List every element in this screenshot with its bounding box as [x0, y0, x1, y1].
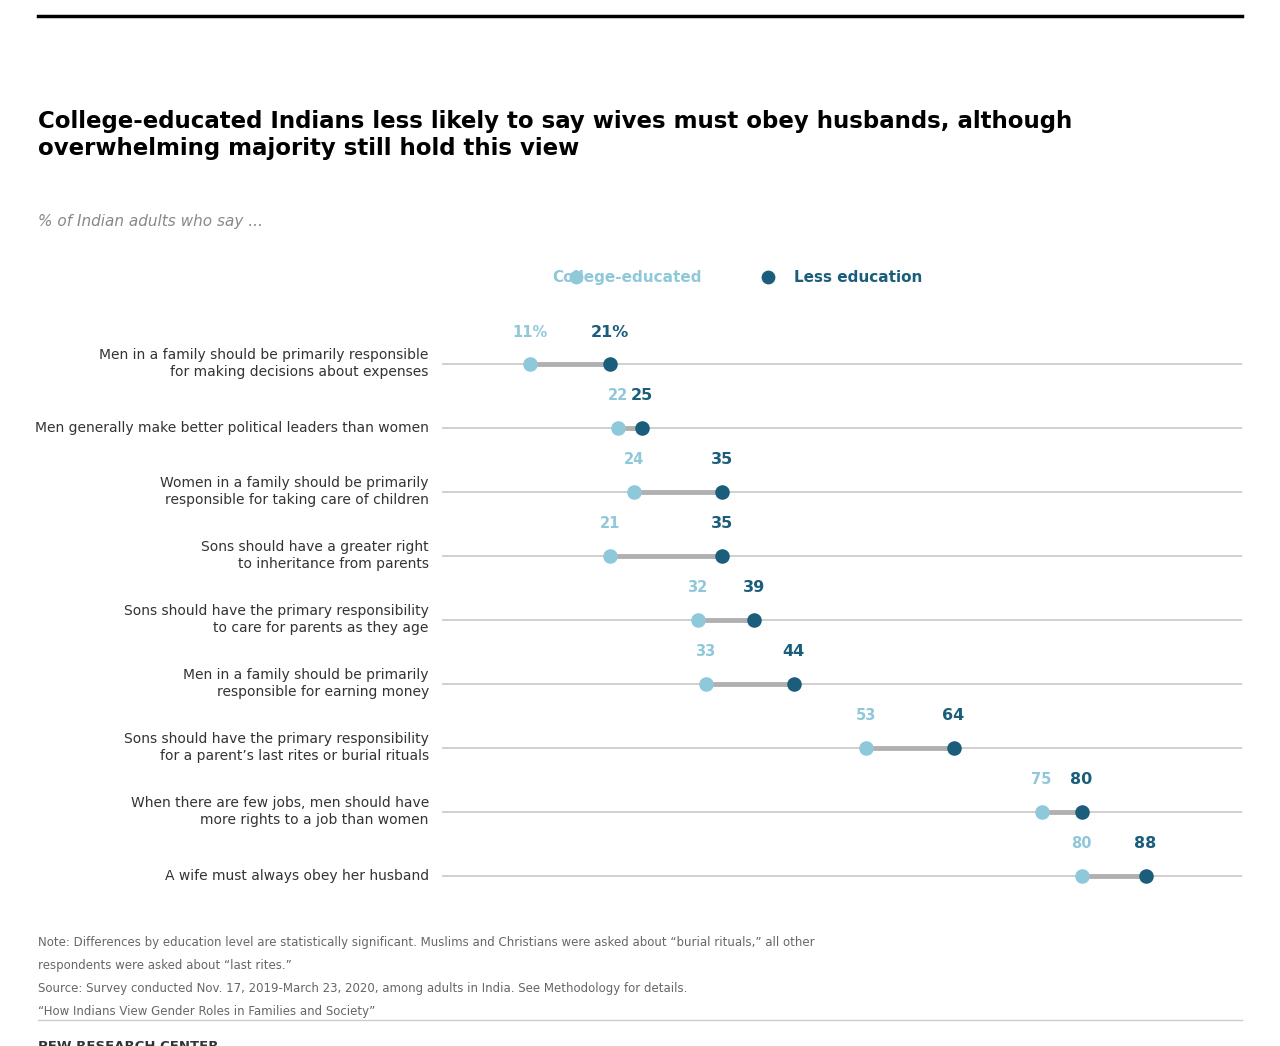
Text: 24: 24 [623, 453, 644, 468]
Text: % of Indian adults who say ...: % of Indian adults who say ... [38, 214, 264, 229]
Text: Men in a family should be primarily
responsible for earning money: Men in a family should be primarily resp… [183, 668, 429, 700]
Point [623, 483, 644, 500]
Point [687, 611, 708, 628]
Text: College-educated Indians less likely to say wives must obey husbands, although
o: College-educated Indians less likely to … [38, 110, 1073, 160]
Point [695, 676, 716, 692]
Text: 53: 53 [855, 708, 876, 724]
Point [712, 483, 732, 500]
Text: Men in a family should be primarily responsible
for making decisions about expen: Men in a family should be primarily resp… [100, 348, 429, 380]
Point [599, 356, 620, 372]
Text: 25: 25 [631, 388, 653, 404]
Text: 39: 39 [742, 581, 764, 595]
Text: Note: Differences by education level are statistically significant. Muslims and : Note: Differences by education level are… [38, 936, 815, 949]
Text: 88: 88 [1134, 837, 1157, 851]
Text: 80: 80 [1071, 837, 1092, 851]
Point [520, 356, 540, 372]
Text: 35: 35 [710, 453, 732, 468]
Point [744, 611, 764, 628]
Text: 11%: 11% [512, 324, 548, 340]
Text: 75: 75 [1032, 772, 1052, 788]
Text: Women in a family should be primarily
responsible for taking care of children: Women in a family should be primarily re… [160, 476, 429, 507]
Point [1135, 867, 1156, 884]
Point [1032, 803, 1052, 820]
Point [712, 547, 732, 564]
Point [783, 676, 804, 692]
Text: 22: 22 [608, 388, 627, 404]
Text: 80: 80 [1070, 772, 1093, 788]
Text: When there are few jobs, men should have
more rights to a job than women: When there are few jobs, men should have… [131, 796, 429, 827]
Text: respondents were asked about “last rites.”: respondents were asked about “last rites… [38, 959, 292, 972]
Point [607, 419, 627, 436]
Point [943, 740, 964, 756]
Point [1071, 803, 1092, 820]
Text: PEW RESEARCH CENTER: PEW RESEARCH CENTER [38, 1040, 219, 1046]
Text: “How Indians View Gender Roles in Families and Society”: “How Indians View Gender Roles in Famili… [38, 1005, 375, 1018]
Text: 32: 32 [687, 581, 708, 595]
Text: A wife must always obey her husband: A wife must always obey her husband [165, 868, 429, 883]
Text: 21: 21 [599, 517, 620, 531]
Point [855, 740, 876, 756]
Text: 64: 64 [942, 708, 965, 724]
Text: Source: Survey conducted Nov. 17, 2019-March 23, 2020, among adults in India. Se: Source: Survey conducted Nov. 17, 2019-M… [38, 982, 687, 995]
Text: Sons should have the primary responsibility
to care for parents as they age: Sons should have the primary responsibil… [124, 605, 429, 635]
Text: Men generally make better political leaders than women: Men generally make better political lead… [35, 420, 429, 435]
Text: 44: 44 [782, 644, 805, 659]
Text: 33: 33 [695, 644, 716, 659]
Text: Less education: Less education [794, 270, 922, 285]
Point [599, 547, 620, 564]
Text: 35: 35 [710, 517, 732, 531]
Text: Sons should have a greater right
to inheritance from parents: Sons should have a greater right to inhe… [201, 540, 429, 571]
Point [1071, 867, 1092, 884]
Point [631, 419, 652, 436]
Text: 21%: 21% [590, 324, 628, 340]
Text: College-educated: College-educated [553, 270, 701, 285]
Text: Sons should have the primary responsibility
for a parent’s last rites or burial : Sons should have the primary responsibil… [124, 732, 429, 764]
